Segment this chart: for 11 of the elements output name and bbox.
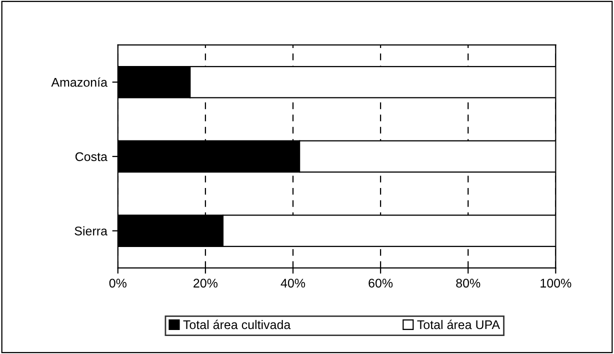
legend-label: Total área cultivada [183,320,291,330]
y-tick-label: Costa [75,152,108,162]
y-tick-label: Amazonía [51,77,108,87]
x-tick-label: 100% [540,278,572,288]
legend-label: Total área UPA [417,320,500,330]
x-tick-label: 20% [194,278,218,288]
x-tick-label: 0% [109,278,126,288]
x-tick-label: 80% [456,278,480,288]
y-tick-label: Sierra [74,226,108,236]
x-tick-label: 60% [368,278,393,288]
x-tick-label: 40% [280,278,306,288]
